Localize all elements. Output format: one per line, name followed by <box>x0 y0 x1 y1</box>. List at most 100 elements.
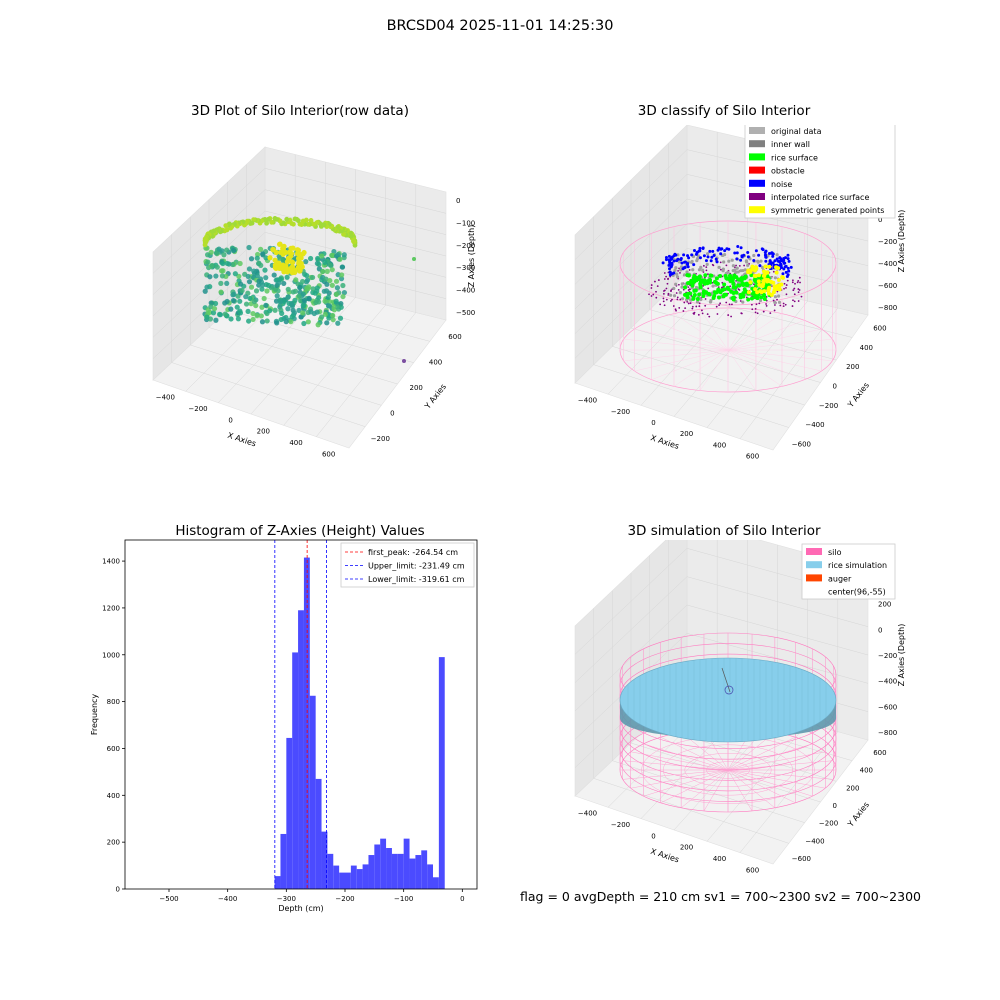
y-tick-label: 200 <box>410 384 423 392</box>
x-tick-label: 200 <box>680 430 693 438</box>
legend-label: noise <box>771 180 792 189</box>
silo-wireframe <box>619 632 837 813</box>
histogram-bar <box>374 844 381 889</box>
x-tick-label: 400 <box>289 439 302 447</box>
legend-swatch <box>806 574 822 582</box>
classify-3d-plot: −400 −200 0 200 400 600 X Axies −600 −400 −200 0 20… <box>574 125 906 460</box>
x-tick-label: −100 <box>394 895 413 903</box>
histogram-bar <box>280 833 287 889</box>
histogram-bar <box>321 831 328 889</box>
histogram-bar <box>274 876 281 889</box>
histogram-legend <box>340 542 475 588</box>
y-tick-label: 600 <box>107 745 120 753</box>
histogram-bar <box>427 864 433 889</box>
histogram-bar <box>403 838 410 889</box>
y-tick-label: −200 <box>819 402 838 410</box>
histogram-bar <box>391 853 398 889</box>
legend-swatch <box>749 127 765 134</box>
legend-label: auger <box>828 574 852 583</box>
histogram-frame <box>124 539 478 890</box>
y-tick-label: 400 <box>860 767 873 775</box>
x-tick-label: −400 <box>156 394 175 402</box>
histogram-bar <box>286 737 293 889</box>
legend-label: first_peak: -264.54 cm <box>368 548 458 557</box>
y-tick-label: 200 <box>846 784 859 792</box>
x-tick-label: −300 <box>277 895 296 903</box>
z-tick-label: −800 <box>878 729 897 737</box>
classify-plot-title: 3D classify of Silo Interior <box>637 103 811 119</box>
x-axis-label: Depth (cm) <box>278 904 323 913</box>
z-tick-label: −500 <box>456 309 475 317</box>
figure-title: BRCSD04 2025-11-01 14:25:30 <box>386 18 614 34</box>
x-tick-label: −400 <box>218 895 237 903</box>
legend-label: interpolated rice surface <box>771 193 869 202</box>
legend-swatch <box>806 548 822 555</box>
legend-label: silo <box>828 548 842 557</box>
simulation-legend: silo rice simulation auger center(96,-55) <box>801 543 896 600</box>
y-tick-label: 0 <box>833 383 837 391</box>
depth-histogram: −500 −400 −300 −200 −100 0 0 200 400 600 800 1000 12… <box>90 539 478 913</box>
y-tick-label: 0 <box>390 410 394 418</box>
x-axis-label: X Axies <box>649 433 680 451</box>
y-tick-label: −200 <box>819 820 838 828</box>
z-tick-label: −300 <box>456 264 475 272</box>
histogram-bar <box>333 865 340 889</box>
z-tick-label: −400 <box>878 678 897 686</box>
y-tick-label: −400 <box>805 421 824 429</box>
z-axis-label: Z Axies (Depth) <box>897 624 906 687</box>
legend-label: obstacle <box>771 167 805 176</box>
silo-cylinder <box>619 220 837 393</box>
histogram-bar <box>309 695 316 889</box>
legend-label: Upper_limit: -231.49 cm <box>368 562 465 571</box>
y-tick-label: 400 <box>860 344 873 352</box>
histogram-bar <box>433 877 439 889</box>
classified-points <box>648 244 803 318</box>
y-axis-label: Y Axies <box>845 800 871 829</box>
histogram-bar <box>380 838 387 889</box>
y-tick-label: 600 <box>873 325 886 333</box>
z-axis-label: Z Axies (Depth) <box>467 225 476 288</box>
x-tick-label: 400 <box>713 441 726 449</box>
histogram-bar <box>409 858 416 889</box>
x-tick-label: 600 <box>746 452 759 460</box>
histogram-bar <box>421 850 428 889</box>
histogram-bar <box>362 864 369 889</box>
x-tick-label: 400 <box>713 855 726 863</box>
legend-swatch <box>749 179 765 187</box>
histogram-bar <box>339 872 345 889</box>
histogram-bar <box>368 855 375 889</box>
y-tick-label: 1400 <box>102 558 120 566</box>
y-tick-label: 200 <box>846 363 859 371</box>
histogram-bar <box>350 865 357 889</box>
z-tick-label: 0 <box>456 197 460 205</box>
x-tick-label: 0 <box>651 419 655 427</box>
legend-label: symmetric generated points <box>771 206 884 215</box>
legend-swatch <box>749 166 765 174</box>
x-tick-label: −200 <box>611 821 630 829</box>
y-axis-label: Y Axies <box>845 381 871 410</box>
legend-swatch <box>749 153 765 161</box>
y-tick-label: 200 <box>107 839 120 847</box>
x-tick-label: 200 <box>680 844 693 852</box>
histogram-bar <box>292 652 299 889</box>
histogram-title: Histogram of Z-Axies (Height) Values <box>175 523 425 539</box>
simulation-plot-title: 3D simulation of Silo Interior <box>627 523 821 539</box>
legend-label: inner wall <box>771 140 810 149</box>
z-tick-label: −600 <box>878 703 897 711</box>
z-tick-label: −400 <box>878 260 897 268</box>
histogram-bar <box>438 657 445 889</box>
z-tick-label: 200 <box>878 601 891 609</box>
y-tick-label: 1000 <box>102 651 120 659</box>
y-tick-label: 600 <box>448 333 461 341</box>
status-footer: flag = 0 avgDepth = 210 cm sv1 = 700~230… <box>520 889 921 904</box>
legend-label: original data <box>771 127 822 136</box>
legend-swatch <box>749 206 765 214</box>
y-tick-label: −400 <box>805 837 824 845</box>
simulation-3d-plot: −400 −200 0 200 400 600 X Axies −600 −400 −200 0 20… <box>574 540 906 874</box>
x-tick-label: 0 <box>460 895 464 903</box>
x-axis-label: X Axies <box>226 431 257 449</box>
x-tick-label: −400 <box>578 810 597 818</box>
y-tick-label: 1200 <box>102 604 120 612</box>
classify-legend: original data inner wall rice surface obsta… <box>744 125 896 219</box>
z-tick-label: −200 <box>878 652 897 660</box>
